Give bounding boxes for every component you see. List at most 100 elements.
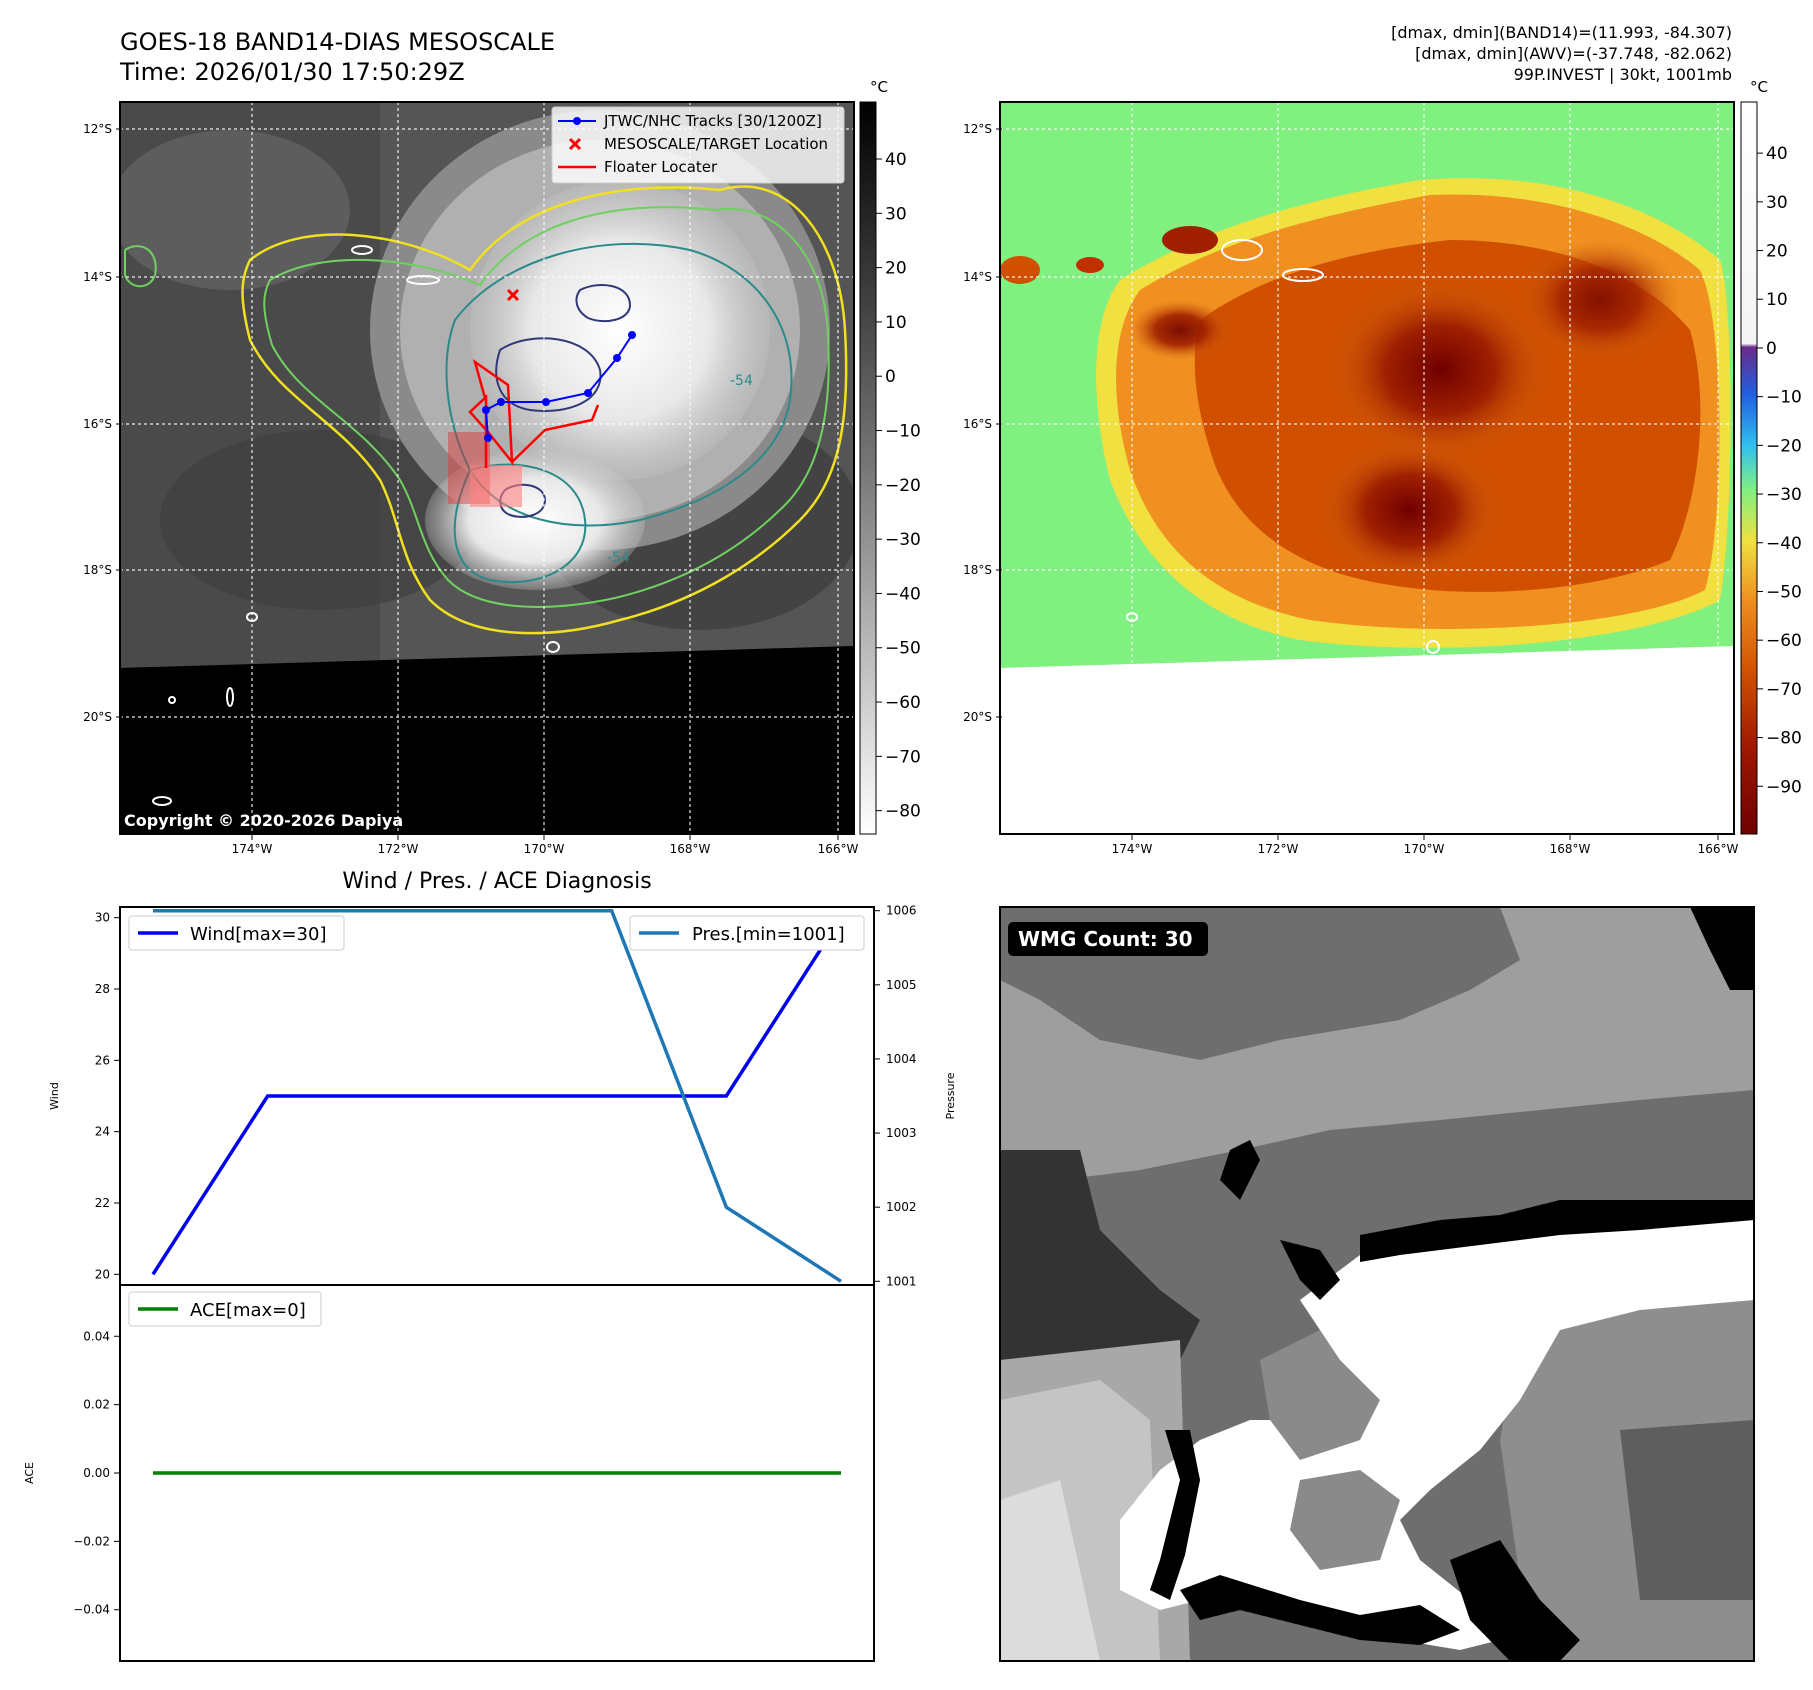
colorbar-tick-label: −50 [885,639,921,659]
colorbar-tick-label: −10 [885,422,921,442]
pressure-tick-label: 1003 [886,1126,917,1140]
lon-label: 168°W [670,842,711,856]
ir-legend: JTWC/NHC Tracks [30/1200Z] MESOSCALE/TAR… [551,106,845,184]
colorbar-tick-label: 30 [885,204,907,224]
ace-axis-label: ACE [23,1462,36,1484]
wind-tick-label: 24 [95,1125,110,1139]
lat-label: 16°S [83,417,112,431]
lon-label: 174°W [232,842,273,856]
ace-legend: ACE[max=0] [128,1291,322,1327]
lon-label: 170°W [524,842,565,856]
storm-info: 99P.INVEST | 30kt, 1001mb [1514,65,1732,84]
lon-label: 172°W [1258,842,1299,856]
colorbar-tick-label: 30 [1766,193,1788,213]
wind-legend: Wind[max=30] [128,915,345,951]
colorbar-tick-label: −80 [885,802,921,822]
wind-series-line [151,916,843,1276]
awv-colorbar: °C 40 30 20 10 0 −10 −20 −30 −40 −50 −60 −70 −80 −90 [1740,78,1802,835]
pressure-tick-label: 1002 [886,1200,917,1214]
colorbar-tick-label: 20 [885,259,907,279]
awv-colorbar-unit: °C [1750,78,1768,96]
lat-label: 14°S [83,270,112,284]
colorbar-tick-label: 10 [1766,290,1788,310]
legend-track: JTWC/NHC Tracks [30/1200Z] [603,112,822,130]
lat-label: 14°S [963,270,992,284]
pressure-legend-label: Pres.[min=1001] [692,924,845,945]
lat-label: 16°S [963,417,992,431]
wmg-panel: WMG Count: 30 [999,906,1755,1662]
lon-label: 170°W [1404,842,1445,856]
lon-label: 168°W [1550,842,1591,856]
pressure-tick-label: 1001 [886,1274,917,1288]
ace-tick-label: 0.02 [83,1398,110,1412]
awv-map [999,101,1735,835]
colorbar-tick-label: −40 [1766,534,1802,554]
colorbar-tick-label: 20 [1766,242,1788,262]
track-points [482,331,636,442]
wind-tick-label: 28 [95,982,110,996]
wind-tick-label: 30 [95,911,110,925]
legend-floater: Floater Locater [604,158,718,176]
contour-label: -54 [730,373,753,389]
pressure-legend: Pres.[min=1001] [629,915,865,951]
colorbar-tick-label: −30 [1766,485,1802,505]
ace-legend-label: ACE[max=0] [190,1300,306,1321]
wind-tick-label: 20 [95,1267,110,1281]
band14-range: [dmax, dmin](BAND14)=(11.993, -84.307) [1391,23,1732,42]
pressure-series-line [153,908,842,1283]
ace-tick-label: 0.04 [83,1329,110,1343]
wind-pressure-panel: 30 28 26 24 22 20 1006 1005 1004 1003 1002 1001 [95,904,917,1289]
ir-map: -54 -54 JTWC/NHC Tracks [30/1200Z] [119,101,855,835]
lon-label: 166°W [818,842,859,856]
lon-label: 166°W [1698,842,1739,856]
colorbar-tick-label: −60 [885,693,921,713]
pressure-tick-label: 1006 [886,904,917,918]
figure-title: GOES-18 BAND14-DIAS MESOSCALE [120,28,555,56]
lat-label: 20°S [963,710,992,724]
colorbar-tick-label: −70 [885,747,921,767]
pressure-tick-label: 1005 [886,978,917,992]
lat-label: 12°S [83,122,112,136]
figure-time: Time: 2026/01/30 17:50:29Z [119,58,465,86]
colorbar-tick-label: −30 [885,530,921,550]
colorbar-tick-label: −60 [1766,631,1802,651]
ace-tick-label: −0.02 [73,1534,110,1548]
lat-label: 18°S [83,563,112,577]
colorbar-tick-label: 10 [885,313,907,333]
lat-label: 20°S [83,710,112,724]
lon-label: 174°W [1112,842,1153,856]
colorbar-tick-label: −20 [1766,436,1802,456]
wind-axis-label: Wind [48,1082,61,1110]
ace-panel: 0.04 0.02 0.00 −0.02 −0.04 [73,1284,875,1662]
colorbar-tick-label: 40 [885,150,907,170]
pressure-tick-label: 1004 [886,1052,917,1066]
colorbar-tick-label: −90 [1766,777,1802,797]
colorbar-tick-label: −20 [885,476,921,496]
wind-tick-label: 22 [95,1196,110,1210]
contour-label: -54 [607,550,630,566]
lat-label: 12°S [963,122,992,136]
ir-colorbar: °C 40 30 20 10 0 −10 −20 −30 −40 −50 −60 −70 −80 [859,78,921,835]
awv-range: [dmax, dmin](AWV)=(-37.748, -82.062) [1415,44,1732,63]
copyright: Copyright © 2020-2026 Dapiya [124,811,403,830]
wmg-count-label: WMG Count: 30 [1018,927,1193,951]
colorbar-tick-label: 40 [1766,144,1788,164]
colorbar-tick-label: 0 [885,367,896,387]
legend-target: MESOSCALE/TARGET Location [604,135,828,153]
colorbar-tick-label: −70 [1766,680,1802,700]
colorbar-tick-label: −80 [1766,729,1802,749]
ir-colorbar-unit: °C [870,78,888,96]
pressure-axis-label: Pressure [944,1072,957,1119]
colorbar-tick-label: −40 [885,584,921,604]
lon-label: 172°W [378,842,419,856]
wind-legend-label: Wind[max=30] [190,924,327,945]
chart-title: Wind / Pres. / ACE Diagnosis [342,869,651,894]
colorbar-tick-label: 0 [1766,339,1777,359]
ace-tick-label: −0.04 [73,1603,110,1617]
lat-label: 18°S [963,563,992,577]
wind-tick-label: 26 [95,1053,110,1067]
colorbar-tick-label: −10 [1766,388,1802,408]
ace-tick-label: 0.00 [83,1466,110,1480]
colorbar-tick-label: −50 [1766,582,1802,602]
